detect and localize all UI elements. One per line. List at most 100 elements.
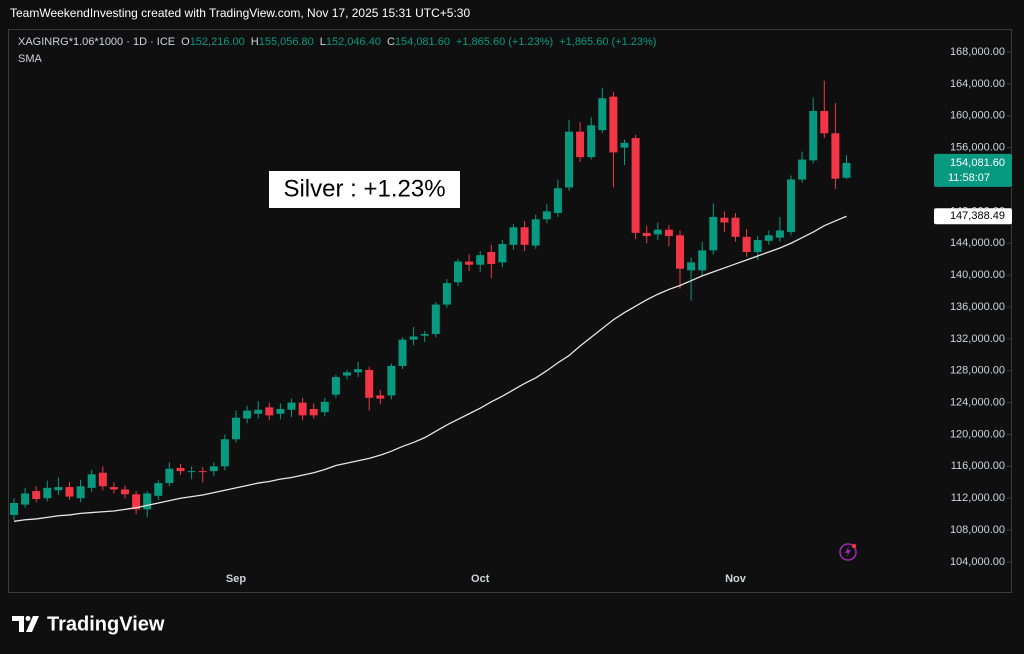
candle-body [598, 98, 607, 131]
candle-body [365, 369, 374, 398]
sma-line [13, 215, 847, 522]
y-tick-label: 116,000.00 [951, 460, 1005, 472]
candle-body [76, 486, 85, 499]
y-tick-label: 160,000.00 [950, 110, 1005, 122]
candle-body [553, 188, 562, 213]
candle-body [531, 219, 540, 246]
alert-circle [839, 543, 857, 561]
y-tick-label: 108,000.00 [950, 524, 1005, 536]
price-label-box [934, 153, 1012, 187]
candle-body [143, 493, 152, 510]
candle-body [243, 410, 252, 419]
x-tick-label: Oct [471, 573, 490, 585]
candle-body [731, 217, 740, 237]
candle-body [509, 227, 518, 245]
candle-body [132, 494, 141, 510]
legend-value: 154,081.60 [395, 36, 450, 48]
candle-body [420, 334, 429, 336]
logo-dot [25, 616, 31, 621]
countdown: 11:58:07 [948, 172, 990, 184]
candle-body [10, 502, 18, 515]
candle-body [121, 489, 129, 495]
candle-body [787, 179, 795, 233]
candle-body [409, 336, 418, 340]
candle-body [98, 472, 107, 487]
legend-change: +1,865.60 (+1.23%) [456, 36, 553, 48]
candle-body [21, 493, 30, 505]
candle-body [276, 408, 285, 414]
y-tick-label: 168,000.00 [950, 46, 1005, 58]
candle-body [354, 369, 363, 373]
legend-key: H [251, 36, 259, 48]
candle-body [465, 261, 474, 265]
candle-body [631, 138, 640, 233]
candle-body [298, 402, 307, 416]
candle-body [109, 487, 118, 490]
y-tick-label: 124,000.00 [950, 397, 1005, 409]
logo: TradingView [12, 613, 165, 635]
annotation: Silver : +1.23% [283, 175, 445, 202]
candle-body [387, 365, 396, 396]
candle-body [220, 439, 229, 467]
candle-body [165, 468, 174, 484]
candle-body [254, 409, 263, 414]
candle-body [565, 131, 573, 188]
candle-body [664, 229, 673, 237]
candle-body [176, 467, 185, 472]
annotation-box [269, 171, 460, 208]
candle-body [831, 133, 840, 179]
candle-body [542, 211, 551, 220]
logo-mark [12, 616, 24, 632]
sma-label-box [934, 208, 1012, 225]
legend-key: O [181, 36, 190, 48]
candle-body [43, 487, 52, 499]
brand: TradingView [47, 613, 165, 635]
candle-body [209, 466, 218, 472]
candle-body [764, 235, 773, 241]
y-tick-label: 140,000.00 [950, 269, 1005, 281]
candle-body [620, 142, 629, 148]
candle-body [498, 244, 507, 263]
candle-body [820, 110, 829, 134]
legend-key: L [320, 36, 326, 48]
candle-body [32, 491, 41, 500]
candle-body [198, 471, 207, 473]
candle-body [609, 96, 618, 153]
candle-body [343, 372, 351, 376]
candle-body [187, 471, 196, 473]
alert-icon [839, 543, 857, 561]
y-tick-label: 104,000.00 [950, 556, 1005, 568]
candle-body [320, 401, 329, 413]
legend-value: 152,216.00 [190, 36, 245, 48]
candle-body [653, 229, 662, 235]
y-tick-label: 136,000.00 [950, 301, 1005, 313]
attribution: TeamWeekendInvesting created with Tradin… [10, 6, 470, 20]
candle-body [265, 407, 274, 416]
price-label: 154,081.60 [950, 157, 1005, 169]
legend-symbol: XAGINRG*1.06*1000 · 1D · ICE [18, 36, 175, 48]
y-tick-label: 120,000.00 [950, 428, 1005, 440]
sma-label: 147,388.49 [950, 210, 1005, 222]
candle-body [309, 408, 318, 416]
chart-pane [8, 29, 1012, 593]
logo-slash [26, 616, 39, 632]
candle-body [232, 417, 240, 440]
candle-body [287, 402, 296, 410]
candle-body [720, 217, 729, 223]
candle-body [398, 339, 407, 366]
candle-body [87, 474, 96, 488]
candle-body [65, 487, 74, 497]
y-tick-label: 132,000.00 [950, 333, 1005, 345]
x-tick-label: Sep [226, 573, 246, 585]
candle-body [376, 395, 385, 399]
candle-body [520, 227, 529, 245]
candle-body [709, 216, 718, 251]
legend-change: +1,865.60 (+1.23%) [559, 36, 656, 48]
candle-body [798, 159, 807, 180]
x-tick-label: Nov [725, 573, 747, 585]
candle-body [476, 255, 485, 265]
candle-body [454, 261, 462, 283]
alert-bolt [845, 546, 851, 558]
